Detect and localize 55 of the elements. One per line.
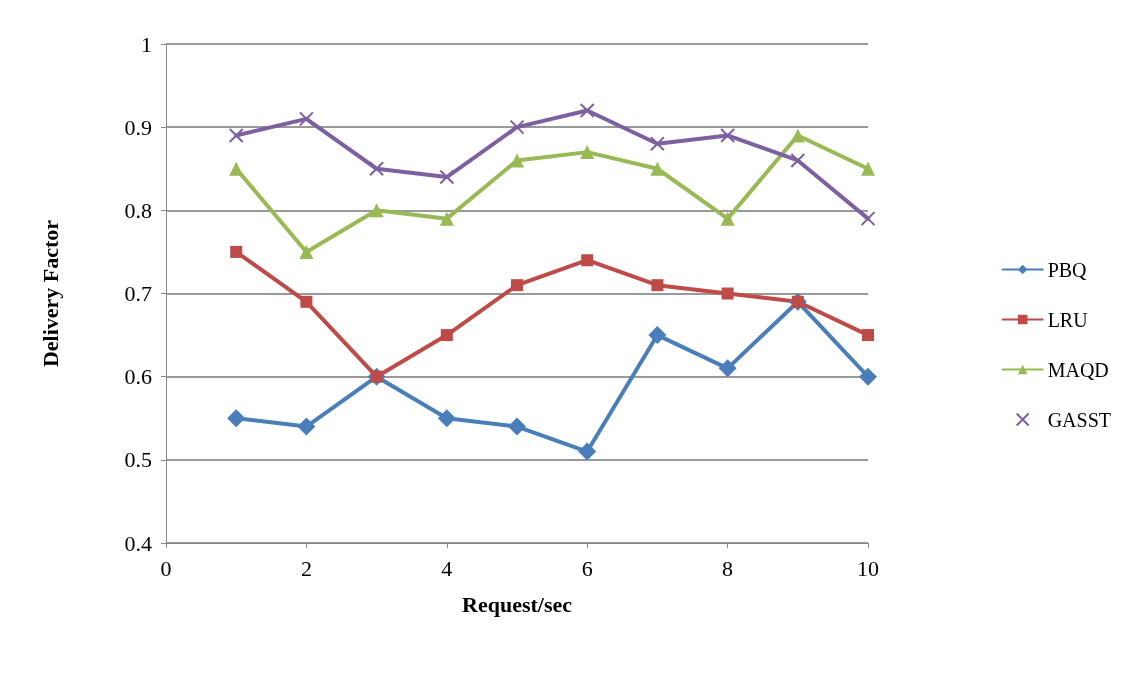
y-tick-label: 0.6 [124,364,152,390]
point [651,279,664,292]
legend-label: LRU [1047,308,1089,331]
x-tick-label: 4 [441,555,453,581]
point [860,211,876,227]
point [439,169,455,185]
x-tick-label: 6 [581,555,593,581]
point [650,161,665,176]
legend-label: MAQD [1047,358,1109,381]
x-axis-title: Request/sec [462,591,573,617]
point [510,153,524,168]
point [229,161,244,176]
point [649,136,665,152]
point [299,244,314,259]
point [511,279,523,292]
point [227,409,246,428]
x-tick-label: 8 [722,555,734,581]
point [720,127,736,143]
x-tick-label: 0 [160,555,172,581]
point [298,111,314,127]
point [579,103,595,119]
point [297,417,316,436]
y-tick-label: 0.5 [124,447,152,473]
point [578,442,597,461]
point [720,211,735,226]
point [580,145,595,160]
legend-label: PBQ [1047,258,1088,281]
point [862,329,874,342]
point [790,128,805,143]
point [369,203,384,218]
point [369,161,385,177]
point [790,152,806,168]
y-tick-label: 0.9 [124,114,152,140]
y-tick-label: 0.7 [124,281,152,306]
point [437,409,456,428]
y-tick-label: 1 [141,31,152,57]
point [508,417,526,436]
point [440,329,453,342]
point [439,211,454,226]
y-axis-title: Delivery Factor [37,219,63,368]
point [861,161,875,176]
legend-label: GASST [1047,408,1112,431]
point [228,127,244,143]
point [859,367,877,386]
point [230,245,243,258]
y-tick-label: 0.8 [124,197,152,223]
y-tick-label: 0.4 [124,530,152,556]
point [581,254,594,267]
x-tick-label: 10 [857,555,879,581]
point [718,359,737,378]
point [721,287,734,300]
point [648,326,667,345]
x-tick-label: 2 [300,555,312,581]
point [509,119,525,135]
point [300,295,313,308]
